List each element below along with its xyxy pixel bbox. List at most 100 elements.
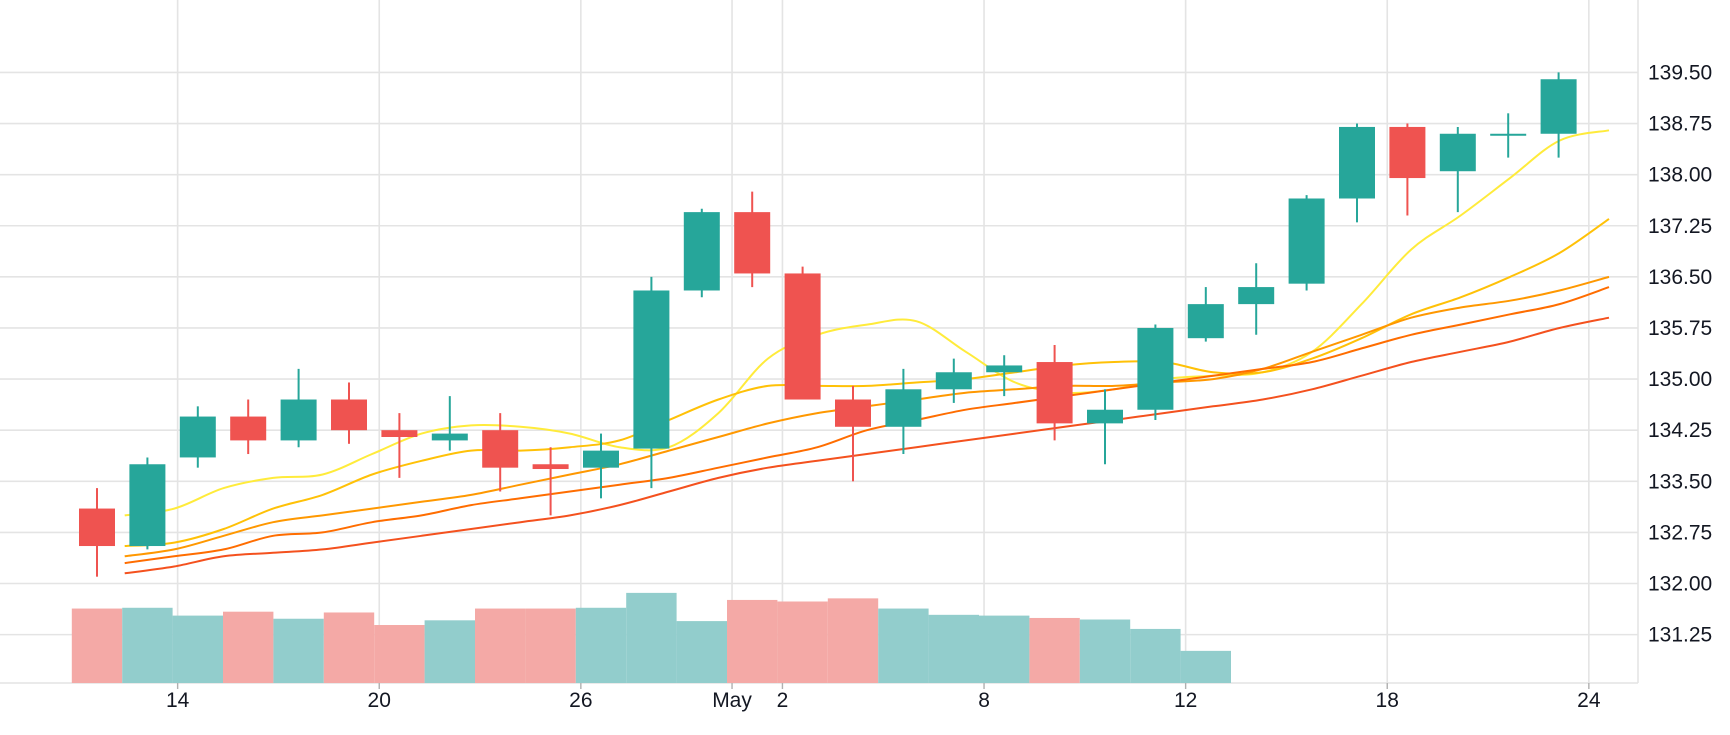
candle-body: [79, 508, 115, 547]
candle-body: [1490, 133, 1527, 136]
candle: [885, 368, 922, 455]
y-tick-label: 138.00: [1648, 164, 1712, 187]
candle-body: [331, 399, 367, 431]
y-tick-label: 131.25: [1648, 624, 1712, 647]
candle-body: [230, 416, 267, 441]
y-tick-label: 132.00: [1648, 573, 1712, 596]
volume-bar: [223, 611, 274, 683]
candle-body: [885, 389, 922, 427]
x-tick-label: 24: [1577, 689, 1601, 712]
y-axis: 131.25 132.00 132.75 133.50 134.25 135.00 135.…: [1648, 61, 1712, 646]
volume-bar: [1180, 650, 1231, 683]
candle-body: [835, 399, 871, 427]
candle: [633, 276, 670, 489]
volume-bar: [727, 599, 778, 683]
candle: [1339, 123, 1375, 223]
volume-bar: [525, 608, 576, 683]
candle: [79, 488, 115, 577]
volume-bar: [979, 615, 1030, 683]
y-tick-label: 136.50: [1648, 266, 1712, 289]
candle: [129, 457, 166, 550]
candle-body: [633, 290, 670, 449]
candle-body: [1439, 133, 1476, 172]
y-tick-label: 135.75: [1648, 317, 1712, 340]
y-tick-label: 137.25: [1648, 215, 1712, 238]
candle-body: [935, 372, 972, 390]
volume-bar: [172, 615, 223, 683]
candle: [1490, 113, 1527, 158]
candle-body: [784, 273, 821, 400]
x-tick-label: 26: [569, 689, 592, 712]
candle: [381, 413, 418, 478]
candle: [986, 355, 1023, 397]
candle-body: [482, 430, 519, 468]
moving-average-lines: [124, 129, 1610, 575]
candle: [1238, 263, 1275, 335]
candle: [1087, 389, 1123, 465]
candle-body: [532, 464, 569, 470]
volume-bars: [71, 592, 1231, 683]
candle: [683, 208, 720, 298]
candle-body: [179, 416, 216, 458]
candle: [1389, 123, 1426, 216]
y-tick-label: 139.50: [1648, 61, 1712, 84]
moving-average-line: [124, 316, 1610, 575]
volume-bar: [323, 612, 375, 683]
volume-bar: [424, 620, 475, 683]
volume-bar: [626, 592, 677, 683]
x-tick-label: 18: [1376, 689, 1399, 712]
candle: [179, 406, 216, 468]
y-tick-label: 138.75: [1648, 113, 1712, 136]
candle: [935, 358, 972, 403]
volume-bar: [777, 601, 828, 683]
volume-bar: [1029, 617, 1080, 683]
x-axis: 14 20 26 May 2 8 12 18 24: [166, 683, 1601, 712]
candle: [1137, 324, 1174, 420]
y-tick-label: 133.50: [1648, 470, 1712, 493]
y-tick-label: 132.75: [1648, 521, 1712, 544]
volume-bar: [676, 621, 727, 683]
volume-bar: [1130, 628, 1181, 683]
x-tick-label: May: [712, 689, 752, 712]
candle-body: [1187, 304, 1224, 339]
candle: [482, 413, 519, 492]
candle-body: [431, 433, 468, 441]
volume-bar: [475, 608, 526, 683]
candle: [734, 191, 771, 288]
candle: [230, 399, 267, 455]
candle-body: [1389, 126, 1426, 179]
candle-body: [583, 450, 619, 468]
y-tick-label: 134.25: [1648, 419, 1712, 442]
candle-body: [1339, 126, 1375, 199]
moving-average-line: [124, 129, 1610, 517]
candle-body: [734, 212, 771, 274]
candle-body: [381, 430, 418, 437]
candle: [835, 385, 871, 482]
candle-body: [1036, 362, 1073, 424]
x-tick-label: 14: [166, 689, 190, 712]
candle-body: [1087, 409, 1123, 424]
candle: [331, 382, 367, 444]
candle: [1036, 345, 1073, 441]
candle-body: [1288, 198, 1325, 284]
x-tick-label: 12: [1174, 689, 1197, 712]
volume-bar: [575, 607, 627, 683]
candle: [784, 266, 821, 400]
x-tick-label: 8: [978, 689, 990, 712]
candle: [532, 447, 569, 516]
x-tick-label: 2: [777, 689, 789, 712]
candle: [1439, 126, 1476, 213]
candle: [1187, 287, 1224, 342]
moving-average-line: [124, 218, 1610, 547]
candle-body: [280, 399, 317, 441]
volume-bar: [1079, 619, 1131, 683]
volume-bar: [827, 598, 879, 683]
volume-bar: [273, 618, 324, 683]
y-tick-label: 135.00: [1648, 368, 1712, 391]
candles: [79, 72, 1577, 577]
candle-body: [1137, 327, 1174, 410]
moving-average-line: [124, 286, 1610, 565]
volume-bar: [71, 608, 123, 683]
